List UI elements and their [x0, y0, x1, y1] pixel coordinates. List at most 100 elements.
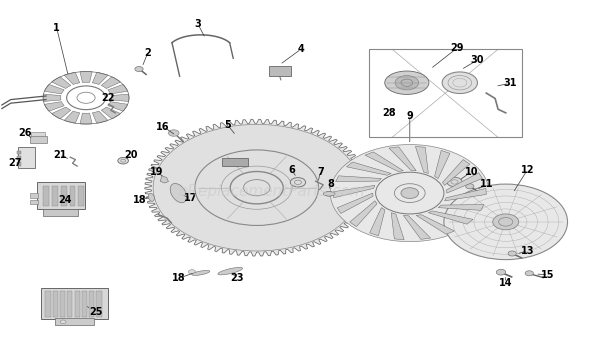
- Text: 9: 9: [407, 111, 413, 121]
- Polygon shape: [445, 188, 486, 201]
- Polygon shape: [108, 102, 127, 111]
- Polygon shape: [415, 147, 428, 174]
- Text: 26: 26: [19, 128, 32, 138]
- Bar: [78, 186, 84, 206]
- Circle shape: [401, 188, 419, 199]
- Polygon shape: [365, 152, 404, 171]
- Bar: [268, 66, 291, 76]
- Text: 16: 16: [156, 122, 170, 131]
- Polygon shape: [44, 102, 64, 111]
- Circle shape: [466, 184, 474, 189]
- Polygon shape: [80, 71, 92, 82]
- Polygon shape: [438, 205, 484, 210]
- Bar: [222, 158, 248, 166]
- Circle shape: [330, 144, 489, 242]
- Polygon shape: [389, 147, 416, 171]
- Text: 22: 22: [101, 93, 115, 103]
- Text: 8: 8: [327, 179, 334, 189]
- Text: 31: 31: [503, 78, 517, 88]
- Circle shape: [493, 214, 519, 230]
- Bar: [96, 291, 101, 317]
- Text: 28: 28: [382, 108, 396, 118]
- Text: 4: 4: [297, 44, 304, 54]
- Ellipse shape: [148, 193, 155, 201]
- Bar: [74, 291, 80, 317]
- Ellipse shape: [323, 192, 335, 196]
- Bar: [31, 132, 45, 136]
- Text: 18: 18: [172, 273, 185, 283]
- Text: 7: 7: [317, 166, 324, 177]
- Bar: [37, 182, 86, 209]
- Bar: [30, 193, 38, 198]
- Bar: [43, 209, 78, 216]
- Text: 11: 11: [480, 179, 493, 189]
- Text: 3: 3: [195, 19, 201, 29]
- Circle shape: [118, 157, 129, 164]
- Text: 2: 2: [145, 48, 151, 58]
- Bar: [45, 291, 51, 317]
- Polygon shape: [52, 77, 71, 88]
- Circle shape: [525, 271, 533, 276]
- Circle shape: [447, 177, 462, 187]
- Bar: [41, 288, 109, 319]
- Circle shape: [290, 178, 306, 187]
- Polygon shape: [64, 111, 80, 123]
- Polygon shape: [346, 162, 391, 175]
- Bar: [30, 136, 47, 143]
- Text: 12: 12: [521, 165, 535, 175]
- Polygon shape: [336, 176, 381, 182]
- Text: 25: 25: [89, 308, 103, 317]
- Bar: [82, 291, 87, 317]
- Polygon shape: [111, 94, 129, 101]
- Text: 10: 10: [465, 166, 478, 177]
- Bar: [60, 291, 65, 317]
- Polygon shape: [101, 77, 120, 88]
- Circle shape: [508, 251, 516, 256]
- Bar: [369, 49, 522, 137]
- Polygon shape: [145, 119, 369, 256]
- Text: 13: 13: [521, 245, 535, 256]
- Bar: [30, 200, 38, 204]
- Ellipse shape: [170, 183, 186, 203]
- Polygon shape: [160, 176, 169, 183]
- Circle shape: [395, 75, 419, 90]
- Polygon shape: [80, 113, 92, 124]
- Circle shape: [444, 184, 568, 260]
- Text: 27: 27: [9, 158, 22, 168]
- Bar: [61, 186, 67, 206]
- Polygon shape: [43, 94, 61, 101]
- Polygon shape: [44, 84, 64, 94]
- Polygon shape: [369, 208, 385, 236]
- Circle shape: [496, 269, 506, 275]
- Bar: [67, 291, 73, 317]
- Circle shape: [153, 125, 360, 251]
- Polygon shape: [391, 213, 404, 240]
- Polygon shape: [416, 215, 454, 234]
- Bar: [70, 186, 76, 206]
- Bar: [17, 162, 21, 166]
- Text: 18: 18: [133, 195, 146, 205]
- Polygon shape: [428, 211, 473, 224]
- Ellipse shape: [218, 268, 242, 275]
- Polygon shape: [442, 160, 470, 185]
- Circle shape: [188, 270, 195, 274]
- Polygon shape: [435, 151, 450, 179]
- Text: eReplacementParts.com: eReplacementParts.com: [178, 184, 365, 199]
- Polygon shape: [337, 193, 373, 213]
- Text: 6: 6: [289, 165, 296, 175]
- Text: 17: 17: [183, 193, 197, 204]
- Text: 29: 29: [450, 43, 464, 53]
- Polygon shape: [447, 173, 483, 193]
- Circle shape: [442, 72, 477, 93]
- Polygon shape: [333, 185, 375, 198]
- Polygon shape: [52, 107, 71, 119]
- Text: 30: 30: [471, 55, 484, 65]
- Bar: [17, 156, 21, 160]
- Polygon shape: [108, 84, 127, 94]
- Polygon shape: [101, 107, 120, 119]
- Polygon shape: [404, 216, 431, 239]
- Bar: [18, 147, 35, 168]
- Bar: [17, 151, 21, 154]
- Polygon shape: [93, 111, 108, 123]
- Polygon shape: [350, 201, 377, 227]
